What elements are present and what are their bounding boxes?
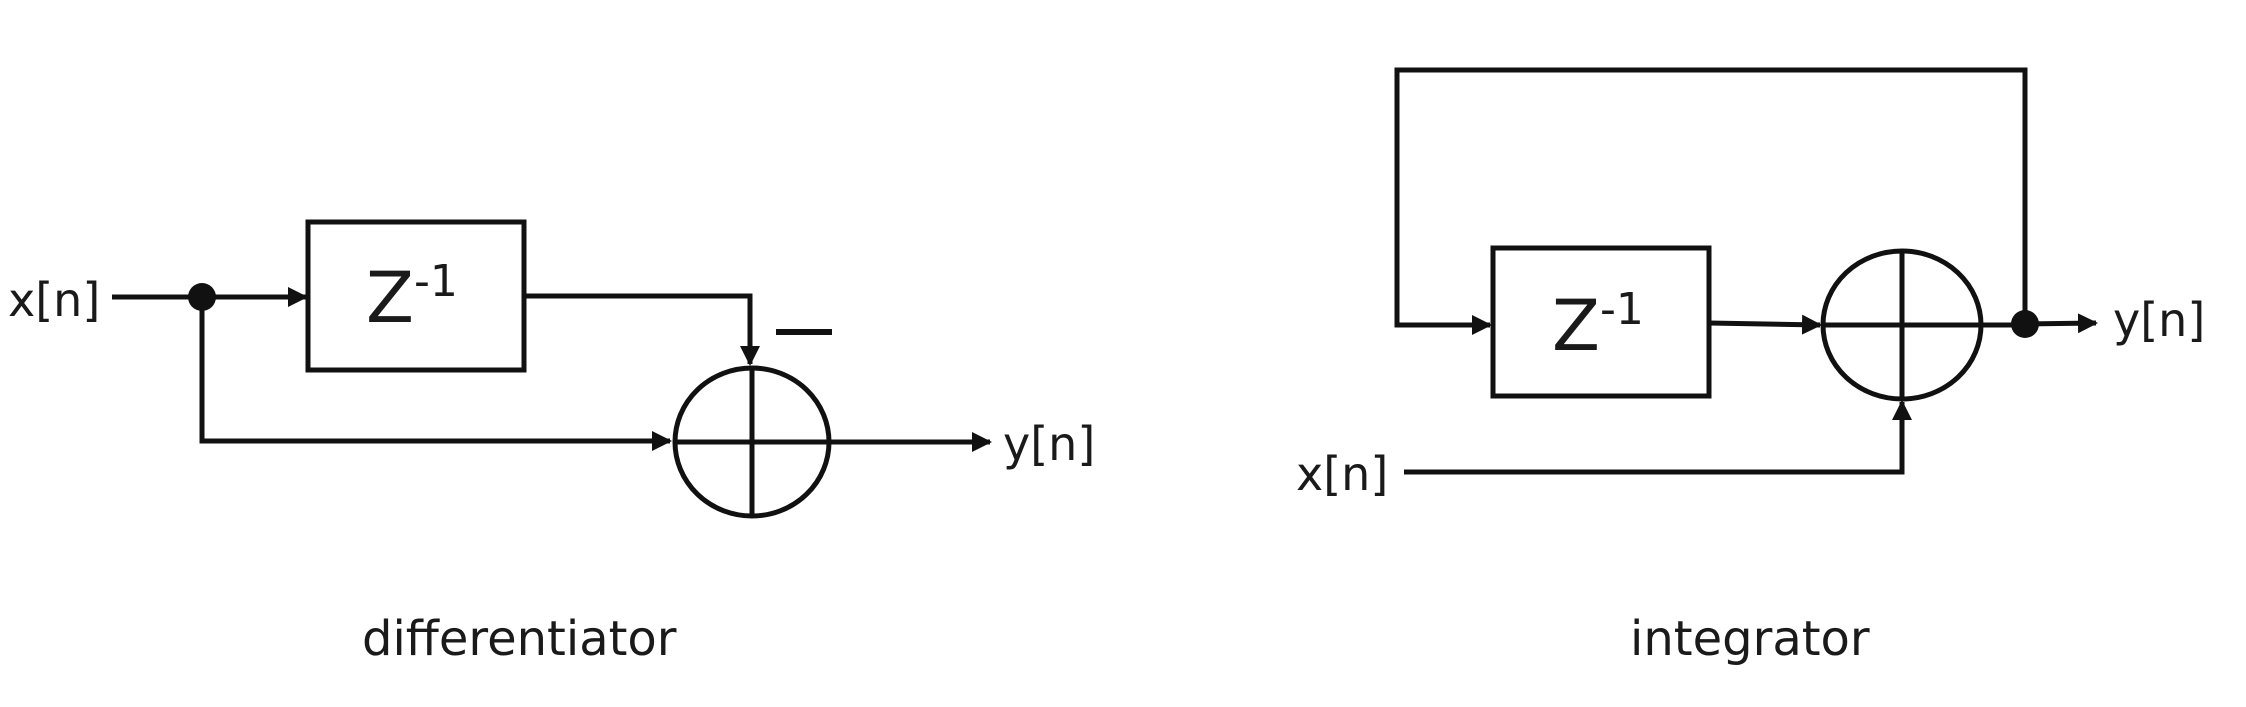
int-output-wire [2024, 313, 2098, 334]
diff-caption: differentiator [362, 611, 677, 667]
integrator-diagram: Z -1 y[n] x[n] integrator [1296, 67, 2205, 667]
differentiator-diagram: x[n] Z -1 y[n] differentiator [8, 219, 1095, 667]
int-caption: integrator [1630, 611, 1870, 667]
diff-junction-dot [188, 283, 216, 311]
diff-delay-base: Z [366, 257, 414, 339]
int-input-wire [1404, 400, 1912, 475]
diff-delay-box [305, 219, 527, 373]
int-adder [1820, 248, 1984, 402]
diff-input-label: x[n] [8, 273, 100, 327]
int-delay-base: Z [1552, 285, 1600, 367]
diff-delay-exponent: -1 [414, 256, 458, 307]
int-input-label: x[n] [1296, 447, 1388, 501]
int-feedback-wire [1394, 67, 2028, 335]
int-output-label: y[n] [2113, 293, 2205, 347]
int-delay-out-wire [1708, 314, 1822, 335]
diff-adder [672, 365, 832, 519]
diff-output-label: y[n] [1003, 417, 1095, 471]
diff-delay-out-wire [524, 293, 760, 366]
int-delay-exponent: -1 [1600, 284, 1644, 335]
int-delay-box [1490, 245, 1712, 399]
diff-bypass-wire [199, 297, 672, 451]
